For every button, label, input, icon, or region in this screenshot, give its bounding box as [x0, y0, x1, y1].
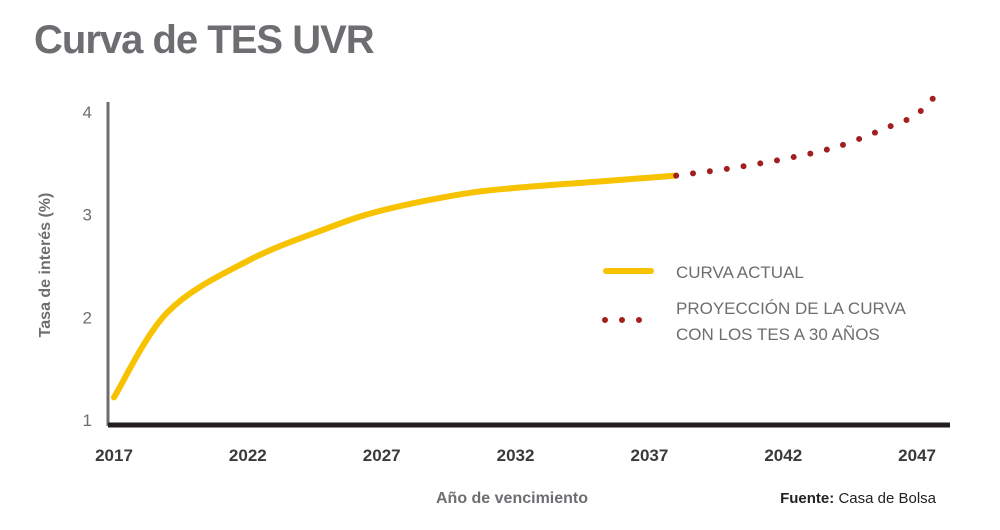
x-tick-label: 2047	[898, 446, 936, 465]
chart-title: Curva de TES UVR	[34, 18, 375, 62]
legend-label-projection-line2: CON LOS TES A 30 AÑOS	[676, 325, 880, 344]
y-axis-label: Tasa de interés (%)	[37, 193, 54, 338]
source-label: Fuente:	[780, 490, 834, 507]
y-tick-label: 3	[83, 206, 92, 225]
y-tick-label: 2	[83, 308, 92, 327]
x-tick-label: 2042	[764, 446, 802, 465]
legend-label-actual: CURVA ACTUAL	[676, 263, 804, 282]
x-tick-label: 2017	[95, 446, 133, 465]
x-tick-label: 2027	[363, 446, 401, 465]
y-tick-label: 4	[83, 103, 92, 122]
series-line-projection	[673, 86, 945, 179]
legend: CURVA ACTUAL PROYECCIÓN DE LA CURVA CON …	[602, 263, 907, 344]
x-tick-label: 2037	[630, 446, 668, 465]
source-value: Casa de Bolsa	[838, 490, 936, 507]
source-note: Fuente: Casa de Bolsa	[780, 490, 937, 507]
series-line-actual	[111, 172, 680, 401]
x-tick-label: 2032	[497, 446, 535, 465]
y-tick-label: 1	[83, 411, 92, 430]
x-tick-label: 2022	[229, 446, 267, 465]
legend-label-projection: PROYECCIÓN DE LA CURVA	[676, 299, 907, 318]
x-axis-label: Año de vencimiento	[436, 490, 588, 507]
